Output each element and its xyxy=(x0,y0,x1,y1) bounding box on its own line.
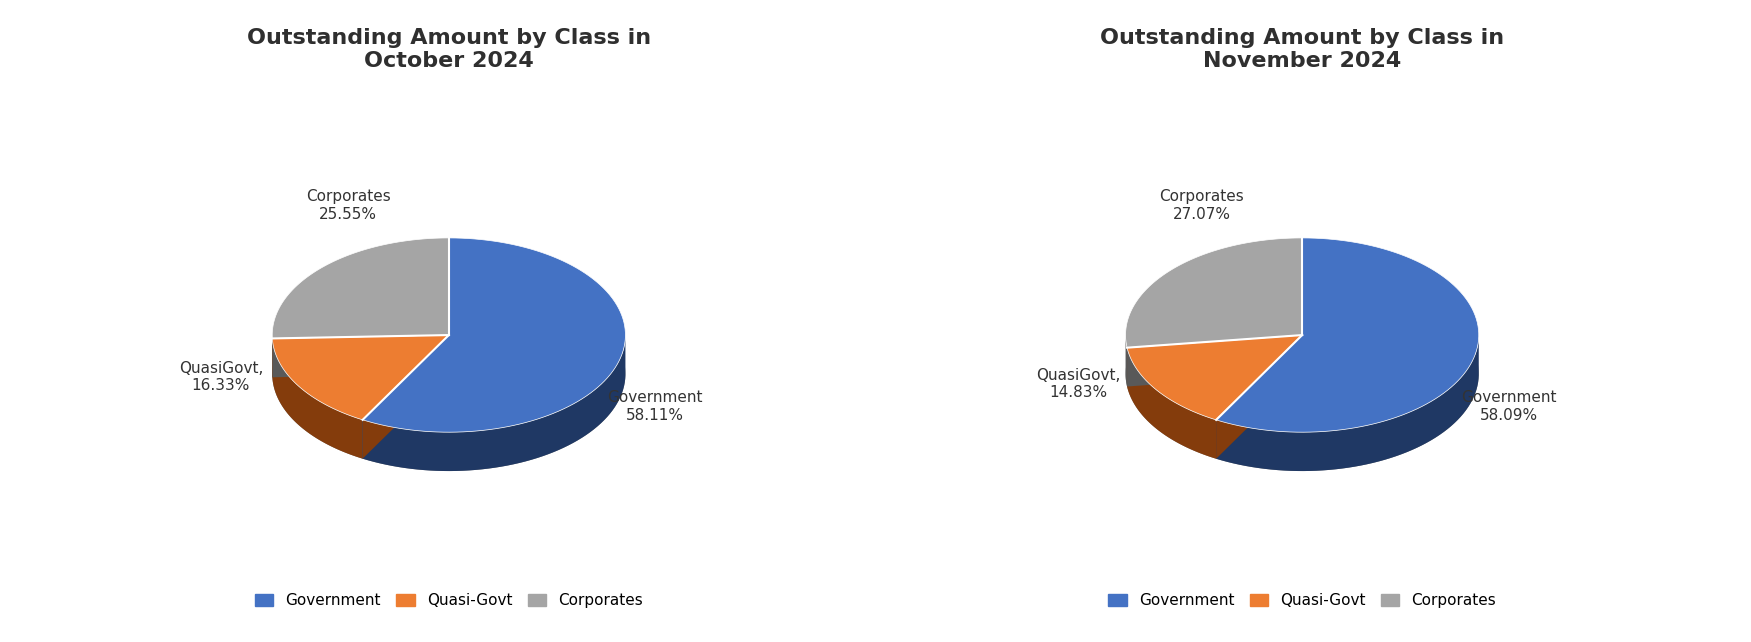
Polygon shape xyxy=(1217,335,1303,459)
Polygon shape xyxy=(1128,335,1303,420)
Title: Outstanding Amount by Class in
October 2024: Outstanding Amount by Class in October 2… xyxy=(247,28,651,71)
Polygon shape xyxy=(362,238,625,432)
Text: Government
58.09%: Government 58.09% xyxy=(1460,390,1557,423)
Polygon shape xyxy=(1126,238,1303,348)
Text: QuasiGovt,
16.33%: QuasiGovt, 16.33% xyxy=(179,361,263,393)
Polygon shape xyxy=(362,335,448,458)
Polygon shape xyxy=(273,335,448,377)
Polygon shape xyxy=(1217,335,1303,459)
Polygon shape xyxy=(1126,277,1480,471)
Polygon shape xyxy=(1128,335,1303,386)
Text: Government
58.11%: Government 58.11% xyxy=(608,390,704,423)
Polygon shape xyxy=(273,335,448,377)
Polygon shape xyxy=(1217,336,1480,471)
Polygon shape xyxy=(362,336,625,471)
Polygon shape xyxy=(273,335,448,420)
Text: Corporates
25.55%: Corporates 25.55% xyxy=(306,189,390,221)
Polygon shape xyxy=(1128,348,1217,459)
Polygon shape xyxy=(1128,335,1303,386)
Legend: Government, Quasi-Govt, Corporates: Government, Quasi-Govt, Corporates xyxy=(1101,587,1502,614)
Polygon shape xyxy=(271,238,448,338)
Polygon shape xyxy=(273,338,362,458)
Polygon shape xyxy=(362,335,448,458)
Text: Corporates
27.07%: Corporates 27.07% xyxy=(1159,189,1243,221)
Legend: Government, Quasi-Govt, Corporates: Government, Quasi-Govt, Corporates xyxy=(249,587,650,614)
Text: QuasiGovt,
14.83%: QuasiGovt, 14.83% xyxy=(1037,368,1121,400)
Polygon shape xyxy=(1217,238,1480,432)
Title: Outstanding Amount by Class in
November 2024: Outstanding Amount by Class in November … xyxy=(1100,28,1504,71)
Polygon shape xyxy=(271,277,625,471)
